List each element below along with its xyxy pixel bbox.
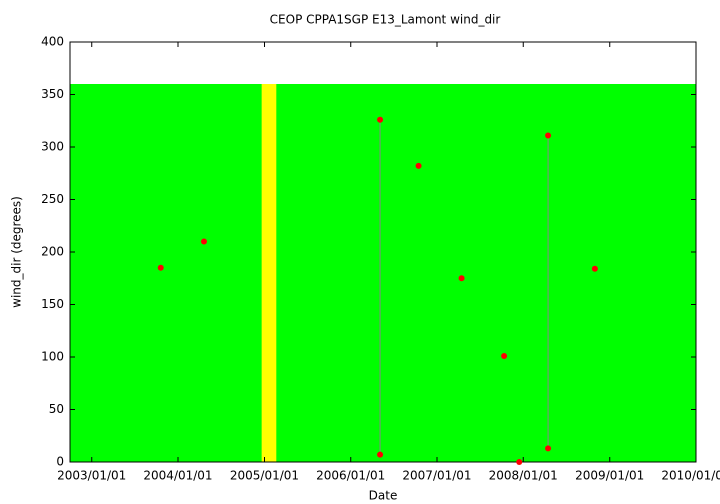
y-tick-label: 150 bbox=[41, 297, 64, 311]
y-tick-label: 200 bbox=[41, 245, 64, 259]
x-tick-label: 2005/01/01 bbox=[230, 469, 299, 483]
data-point bbox=[516, 459, 523, 465]
data-point bbox=[591, 265, 598, 272]
data-band bbox=[70, 84, 696, 462]
y-tick-label: 300 bbox=[41, 140, 64, 154]
x-tick-label: 2003/01/01 bbox=[57, 469, 126, 483]
y-tick-label: 50 bbox=[49, 402, 64, 416]
x-tick-label: 2007/01/01 bbox=[402, 469, 471, 483]
y-tick-label: 350 bbox=[41, 87, 64, 101]
x-axis-label: Date bbox=[369, 489, 398, 503]
y-tick-label: 400 bbox=[41, 35, 64, 49]
y-tick-label: 100 bbox=[41, 350, 64, 364]
x-tick-label: 2004/01/01 bbox=[143, 469, 212, 483]
x-tick-label: 2010/01/01 bbox=[661, 469, 720, 483]
y-axis-label: wind_dir (degrees) bbox=[10, 196, 24, 308]
x-tick-label: 2008/01/01 bbox=[489, 469, 558, 483]
x-tick-label: 2009/01/01 bbox=[575, 469, 644, 483]
data-band bbox=[261, 84, 277, 462]
data-point bbox=[377, 116, 384, 123]
y-tick-label: 250 bbox=[41, 192, 64, 206]
data-point bbox=[377, 451, 384, 458]
data-point bbox=[501, 352, 508, 359]
data-point bbox=[545, 132, 552, 139]
x-tick-label: 2006/01/01 bbox=[316, 469, 385, 483]
data-point bbox=[458, 275, 465, 282]
data-point bbox=[545, 445, 552, 452]
data-point bbox=[200, 238, 207, 245]
data-point bbox=[157, 264, 164, 271]
data-point bbox=[415, 162, 422, 169]
chart-title: CEOP CPPA1SGP E13_Lamont wind_dir bbox=[270, 13, 501, 27]
y-tick-label: 0 bbox=[56, 455, 64, 469]
